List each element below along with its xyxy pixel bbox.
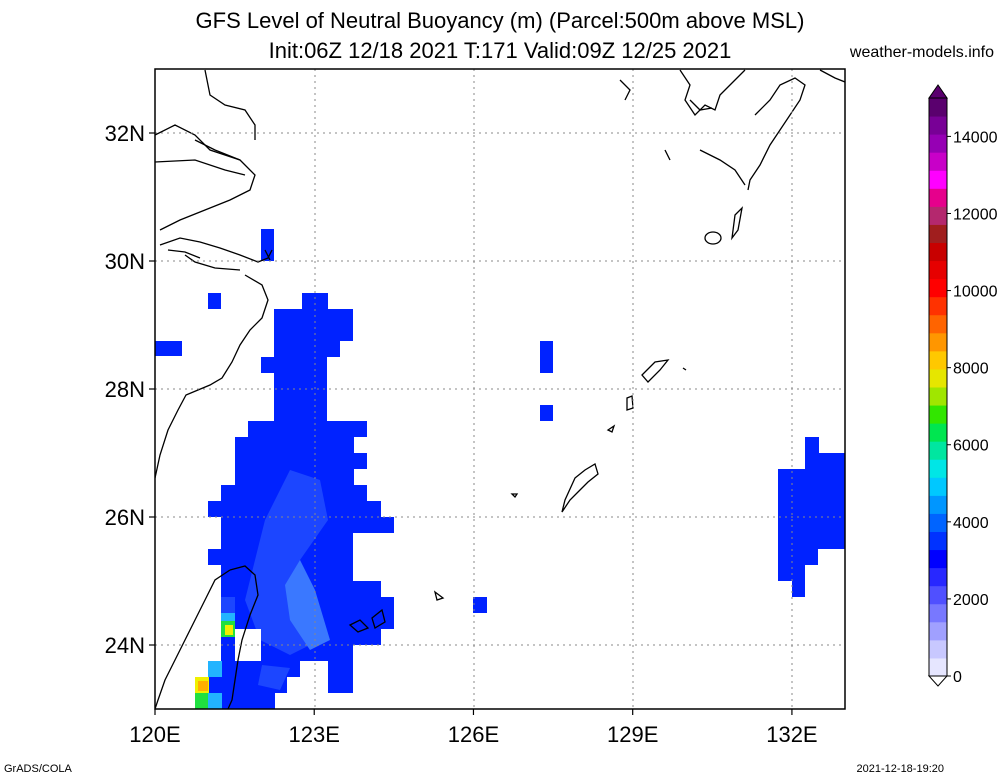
coastlines [155, 69, 845, 709]
graticule [155, 69, 845, 709]
colorbar-swatch [929, 332, 947, 352]
colorbar-swatch [929, 242, 947, 262]
colorbar: 0 2000 4000 6000 8000 10000 12000 14000 [927, 84, 998, 687]
colorbar-label: 8000 [953, 361, 989, 378]
chart-title-line2: Init:06Z 12/18 2021 T:171 Valid:09Z 12/2… [268, 38, 732, 63]
lon-tick-label: 120E [129, 722, 180, 747]
colorbar-frame [928, 97, 948, 677]
colorbar-swatch [929, 567, 947, 587]
colorbar-label: 2000 [953, 592, 989, 609]
lat-tick-label: 30N [105, 249, 145, 274]
site-credit: weather-models.info [849, 44, 994, 61]
colorbar-swatch [929, 513, 947, 532]
colorbar-swatch [929, 603, 947, 623]
colorbar-swatch [929, 350, 947, 370]
colorbar-label: 4000 [953, 515, 989, 532]
colorbar-swatch [929, 368, 947, 388]
colorbar-max-arrow [928, 84, 948, 99]
lat-tick-label: 32N [105, 121, 145, 146]
lon-tick-label: 132E [766, 722, 817, 747]
colorbar-swatch [929, 260, 947, 280]
footer-right: 2021-12-18-19:20 [856, 763, 944, 775]
buoyancy-field [155, 229, 845, 709]
colorbar-min-arrow [927, 675, 949, 687]
colorbar-label: 6000 [953, 438, 989, 455]
colorbar-swatch [929, 477, 947, 496]
colorbar-swatch [929, 657, 947, 677]
colorbar-swatch [929, 206, 947, 225]
lon-tick-label: 123E [289, 722, 340, 747]
colorbar-swatch [929, 152, 947, 171]
colorbar-swatch [929, 314, 947, 334]
colorbar-swatch [929, 549, 947, 569]
colorbar-swatch [929, 405, 947, 424]
colorbar-swatch [929, 495, 947, 514]
colorbar-label: 0 [953, 669, 962, 686]
colorbar-swatch [929, 224, 947, 243]
colorbar-swatch [929, 116, 947, 135]
colorbar-swatch [929, 98, 947, 117]
axis-ticks: 120E 123E 126E 129E 132E 24N 26N 28N 30N 32N [105, 121, 818, 747]
colorbar-swatch [929, 188, 947, 207]
colorbar-label: 10000 [953, 284, 998, 301]
lat-tick-label: 26N [105, 505, 145, 530]
lat-tick-label: 24N [105, 633, 145, 658]
chart-title-line1: GFS Level of Neutral Buoyancy (m) (Parce… [195, 8, 805, 33]
colorbar-swatch [929, 531, 947, 551]
colorbar-swatch [929, 387, 947, 406]
colorbar-label: 12000 [953, 206, 998, 223]
colorbar-swatch [929, 459, 947, 478]
colorbar-swatch [929, 134, 947, 153]
lat-tick-label: 28N [105, 377, 145, 402]
colorbar-swatch [929, 278, 947, 298]
lon-tick-label: 126E [448, 722, 499, 747]
colorbar-swatch [929, 621, 947, 641]
colorbar-swatch [929, 296, 947, 316]
colorbar-swatch [929, 639, 947, 659]
lon-tick-label: 129E [607, 722, 658, 747]
colorbar-swatch [929, 170, 947, 189]
colorbar-swatch [929, 423, 947, 442]
colorbar-swatch [929, 441, 947, 460]
colorbar-swatch [929, 585, 947, 605]
colorbar-label: 14000 [953, 129, 998, 146]
footer-left: GrADS/COLA [4, 763, 72, 775]
